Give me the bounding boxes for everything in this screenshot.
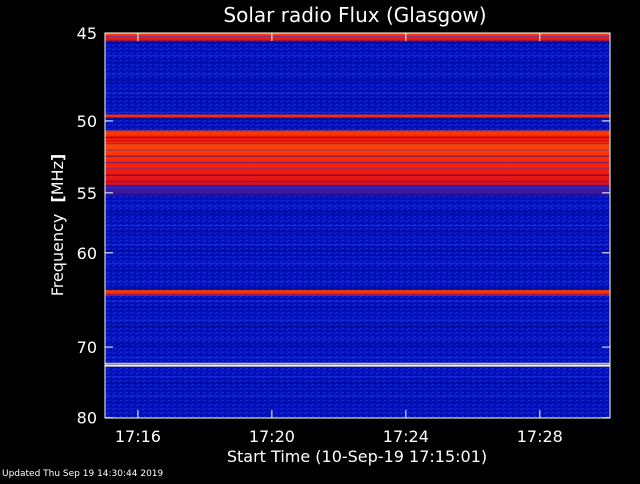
y-tick-label: 55 bbox=[77, 184, 97, 203]
x-tick-label: 17:28 bbox=[517, 427, 563, 446]
spectrogram-stripe bbox=[105, 136, 610, 138]
spectrogram-stripe bbox=[105, 92, 610, 94]
spectrogram-band bbox=[105, 130, 610, 143]
y-tick-label: 70 bbox=[77, 338, 97, 357]
spectrogram-stripe bbox=[105, 99, 610, 101]
spectrogram-stripe bbox=[105, 306, 610, 309]
spectrogram-stripe bbox=[105, 36, 610, 38]
spectrogram-stripe bbox=[105, 225, 610, 227]
spectrogram-stripe bbox=[105, 199, 610, 201]
spectrogram-stripe bbox=[105, 369, 610, 372]
y-tick-label: 45 bbox=[77, 24, 97, 43]
spectrogram-stripe bbox=[105, 275, 610, 277]
spectrogram-band bbox=[105, 184, 610, 196]
spectrogram-stripe bbox=[105, 243, 610, 246]
spectrogram-stripe bbox=[105, 288, 610, 290]
chart-title: Solar radio Flux (Glasgow) bbox=[223, 3, 486, 27]
spectrogram-stripe bbox=[105, 313, 610, 315]
x-tick-label: 17:16 bbox=[115, 427, 161, 446]
spectrogram-stripe bbox=[105, 376, 610, 378]
spectrogram-stripe bbox=[105, 48, 610, 50]
spectrogram-band bbox=[105, 290, 610, 296]
spectrogram-stripe bbox=[105, 262, 610, 264]
spectrogram-stripe bbox=[105, 187, 610, 189]
spectrogram-stripe bbox=[105, 338, 610, 340]
spectrogram-stripes bbox=[105, 36, 610, 409]
spectrogram-stripe bbox=[105, 407, 610, 409]
spectrogram-stripe bbox=[105, 325, 610, 327]
spectrogram-stripe bbox=[105, 237, 610, 239]
spectrogram-stripe bbox=[105, 332, 610, 334]
spectrogram-stripe bbox=[105, 117, 610, 120]
y-tick-label: 50 bbox=[77, 112, 97, 131]
spectrogram-band bbox=[105, 142, 610, 185]
x-axis-label: Start Time (10-Sep-19 17:15:01) bbox=[227, 447, 487, 466]
spectrogram-stripe bbox=[105, 319, 610, 321]
spectrogram-stripe bbox=[105, 111, 610, 113]
spectrogram-stripe bbox=[105, 363, 610, 365]
spectrogram-stripe bbox=[105, 162, 610, 164]
spectrogram-stripe bbox=[105, 250, 610, 252]
spectrogram-stripe bbox=[105, 351, 610, 353]
y-tick-label: 60 bbox=[77, 244, 97, 263]
spectrogram-stripe bbox=[105, 149, 610, 151]
x-axis-ticks: 17:16 17:20 17:24 17:28 bbox=[115, 33, 563, 446]
spectrogram-stripe bbox=[105, 395, 610, 397]
spectrogram-stripe bbox=[105, 124, 610, 126]
spectrogram-stripe bbox=[105, 357, 610, 359]
spectrogram-stripe bbox=[105, 218, 610, 220]
plot-frame bbox=[104, 32, 611, 419]
spectrogram-stripe bbox=[105, 231, 610, 233]
spectrogram-plot-area bbox=[104, 32, 611, 419]
spectrogram-stripe bbox=[105, 269, 610, 271]
spectrogram-stripe bbox=[105, 281, 610, 283]
spectrogram-stripe bbox=[105, 105, 610, 107]
y-axis-unit: MHz bbox=[48, 161, 67, 195]
spectrogram-stripe bbox=[105, 73, 610, 75]
x-tick-label: 17:24 bbox=[383, 427, 429, 446]
spectrogram-stripe bbox=[105, 294, 610, 296]
spectrogram-stripe bbox=[105, 86, 610, 88]
spectrogram-stripe bbox=[105, 193, 610, 195]
y-axis-label: Frequency [MHz] bbox=[48, 154, 67, 297]
spectrogram-stripe bbox=[105, 300, 610, 302]
spectrogram-stripe bbox=[105, 206, 610, 208]
spectrogram-stripe bbox=[105, 168, 610, 170]
spectrogram-stripe bbox=[105, 54, 610, 57]
spectrogram-stripe bbox=[105, 61, 610, 63]
spectrogram-stripe bbox=[105, 382, 610, 384]
spectrogram-stripe bbox=[105, 174, 610, 176]
spectrogram-stripe bbox=[105, 256, 610, 258]
spectrogram-stripe bbox=[105, 388, 610, 390]
y-axis-label-text: Frequency bbox=[48, 214, 67, 297]
spectrogram-stripe bbox=[105, 143, 610, 145]
spectrogram-stripe bbox=[105, 42, 610, 44]
spectrogram-stripe bbox=[105, 180, 610, 183]
spectrogram-stripe bbox=[105, 212, 610, 214]
updated-timestamp: Updated Thu Sep 19 14:30:44 2019 bbox=[2, 469, 164, 479]
y-tick-label: 80 bbox=[77, 409, 97, 428]
spectrogram-stripe bbox=[105, 130, 610, 132]
spectrogram-stripe bbox=[105, 344, 610, 346]
spectrogram-stripe bbox=[105, 401, 610, 403]
spectrogram-band bbox=[105, 114, 610, 118]
spectrogram-stripe bbox=[105, 80, 610, 82]
spectrogram-stripe bbox=[105, 67, 610, 69]
y-axis-ticks: 45 50 55 60 70 80 bbox=[77, 24, 610, 428]
spectrogram-stripe bbox=[105, 155, 610, 157]
x-tick-label: 17:20 bbox=[249, 427, 295, 446]
